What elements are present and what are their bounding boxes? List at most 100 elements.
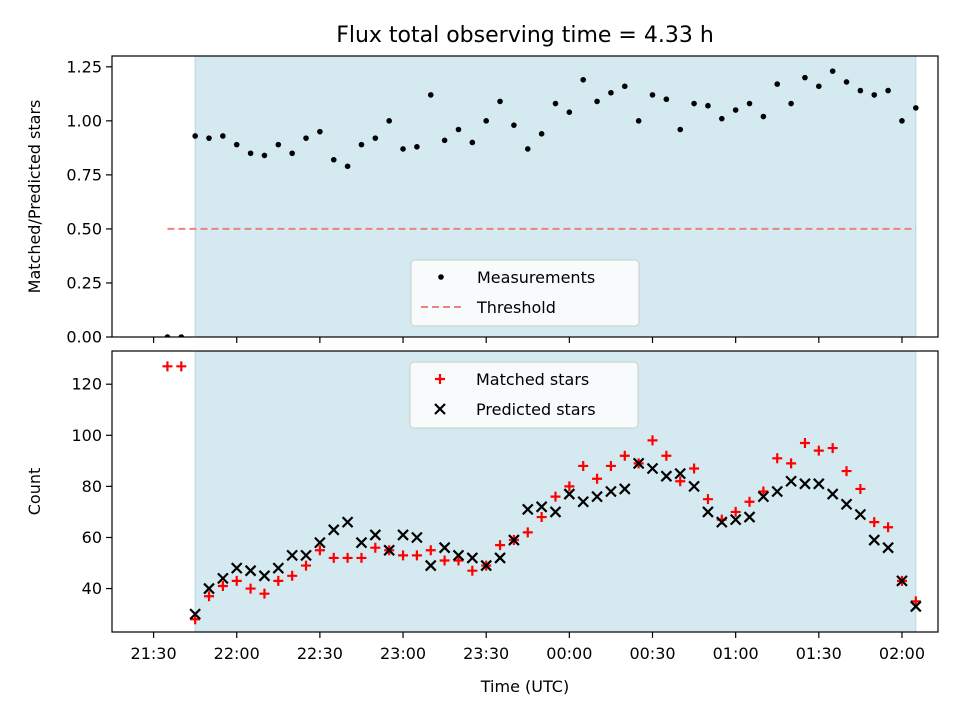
matched-star-point xyxy=(910,596,921,607)
legend-label: Threshold xyxy=(476,298,556,317)
measurement-point xyxy=(261,152,268,159)
measurement-point xyxy=(220,133,226,139)
y-tick-label: 60 xyxy=(82,528,102,547)
measurement-point xyxy=(538,131,545,137)
matched-star-point xyxy=(883,522,894,533)
predicted-star-point xyxy=(508,534,520,546)
predicted-star-point xyxy=(910,600,922,613)
predicted-star-point xyxy=(619,483,631,495)
measurement-point xyxy=(511,122,517,128)
predicted-star-point xyxy=(716,516,728,528)
matched-star-point xyxy=(314,545,325,556)
measurement-point xyxy=(857,87,864,94)
y-tick-label: 40 xyxy=(82,579,102,598)
top-panel-ratio: 0.00 0.25 0.50 0.75 1.00 1.25 Matched/Predicte… xyxy=(25,55,939,347)
matched-star-point xyxy=(799,437,810,448)
matched-star-point xyxy=(647,435,658,446)
predicted-star-point xyxy=(813,478,825,490)
matched-star-point xyxy=(328,552,339,563)
legend-box xyxy=(410,259,640,327)
predicted-star-point xyxy=(785,475,797,488)
matched-star-point xyxy=(522,527,533,538)
legend-label: Predicted stars xyxy=(476,400,596,419)
legend-marker-dot xyxy=(438,274,444,280)
x-tick-label: 21:30 xyxy=(131,644,177,663)
measurement-point xyxy=(524,146,531,152)
measurement-point xyxy=(732,107,739,113)
y-tick-label: 80 xyxy=(82,477,102,496)
matched-star-point xyxy=(356,552,367,563)
matched-star-point xyxy=(772,453,783,464)
predicted-star-point xyxy=(411,531,423,544)
measurement-point xyxy=(164,334,171,337)
matched-star-point xyxy=(162,361,173,372)
matched-star-point xyxy=(204,591,215,602)
predicted-star-point xyxy=(563,488,576,500)
predicted-star-point xyxy=(882,541,894,554)
predicted-star-point xyxy=(632,457,645,470)
matched-star-point xyxy=(495,540,506,551)
measurement-point xyxy=(829,68,836,74)
matched-star-point xyxy=(619,450,630,461)
matched-star-point xyxy=(841,466,852,477)
x-tick-label: 23:00 xyxy=(380,644,426,663)
measurement-point xyxy=(469,139,476,146)
predicted-star-point xyxy=(272,562,285,574)
measurement-point xyxy=(677,126,684,133)
measurement-point xyxy=(497,98,503,105)
measurement-point xyxy=(843,79,850,85)
predicted-star-point xyxy=(397,529,409,541)
measurement-point xyxy=(788,100,794,107)
axes-frame xyxy=(111,350,939,633)
measurement-point xyxy=(233,141,240,148)
plot-marks xyxy=(162,361,922,625)
measurement-point xyxy=(303,135,309,141)
matched-star-point xyxy=(259,588,270,599)
y-tick-label: 0.50 xyxy=(66,219,102,238)
x-tick-label: 02:00 xyxy=(879,644,925,663)
predicted-star-point xyxy=(438,541,451,554)
measurement-point xyxy=(705,102,711,109)
measurement-point xyxy=(649,92,656,98)
matched-star-point xyxy=(342,552,353,563)
predicted-star-point xyxy=(577,495,589,508)
y-tick-label: 120 xyxy=(71,375,102,394)
measurement-point xyxy=(192,133,198,139)
predicted-star-point xyxy=(300,549,312,562)
predicted-star-point xyxy=(896,575,908,587)
measurement-point xyxy=(289,150,295,157)
matched-star-point xyxy=(370,542,381,553)
measurement-point xyxy=(206,135,212,141)
measurement-point xyxy=(760,113,767,120)
y-tick-label: 0.25 xyxy=(66,273,102,292)
legend: Matched stars Predicted stars xyxy=(409,361,639,429)
legend-marker-x xyxy=(434,403,446,415)
predicted-star-point xyxy=(466,552,479,564)
predicted-star-point xyxy=(369,529,382,541)
predicted-star-point xyxy=(660,470,673,482)
measurement-point xyxy=(317,128,323,135)
matched-star-point xyxy=(536,512,547,523)
measurement-point xyxy=(483,118,489,124)
measurement-point xyxy=(746,100,753,107)
measurement-point xyxy=(608,89,614,96)
x-tick-label: 00:00 xyxy=(546,644,592,663)
predicted-star-point xyxy=(521,503,534,516)
plot-marks xyxy=(164,68,919,337)
axes-frame xyxy=(111,55,939,338)
matched-star-point xyxy=(605,460,616,471)
predicted-star-point xyxy=(230,562,243,574)
matched-star-point xyxy=(564,481,575,492)
matched-star-point xyxy=(439,555,450,566)
measurement-point xyxy=(178,334,185,337)
matched-star-point xyxy=(190,614,201,625)
matched-star-point xyxy=(744,496,755,507)
measurement-point xyxy=(718,115,725,122)
predicted-star-point xyxy=(729,513,742,526)
measurement-point xyxy=(552,100,559,107)
predicted-star-point xyxy=(189,608,201,620)
measurement-point xyxy=(247,150,254,157)
x-tick-label: 22:00 xyxy=(214,644,260,663)
predicted-star-point xyxy=(480,559,492,572)
measurement-point xyxy=(816,83,822,90)
